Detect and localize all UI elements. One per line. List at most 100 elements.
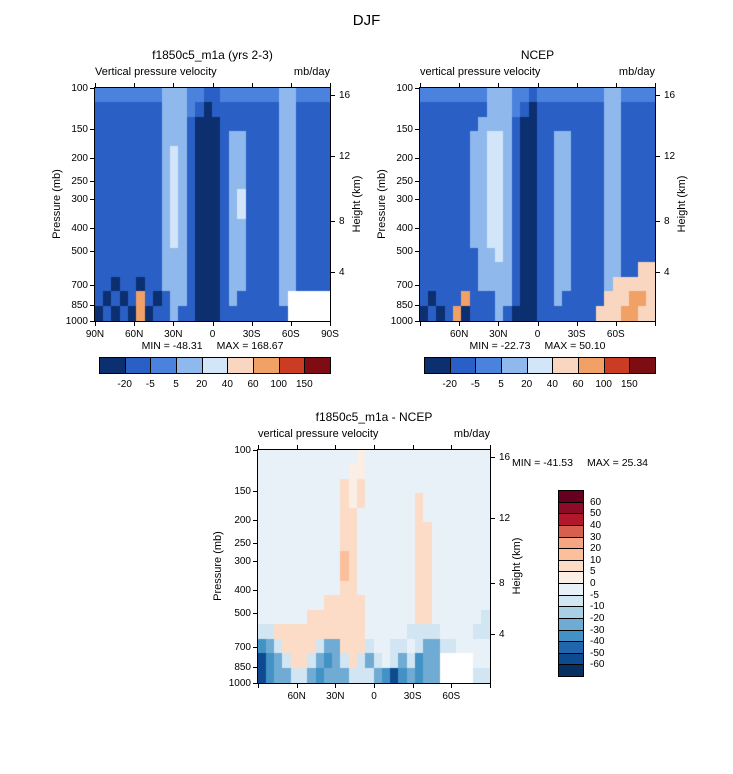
colorbar-box: [176, 357, 203, 374]
pressure-tick-label: 300: [234, 556, 251, 568]
x-tick-label: 60N: [287, 691, 306, 702]
x-tick-mark: [374, 683, 375, 688]
colorbar-label: 150: [295, 379, 313, 390]
x-tick-mark: [655, 83, 656, 88]
pressure-tick-mark: [90, 199, 95, 201]
x-tick-mark: [459, 83, 461, 88]
pressure-tick-label: 700: [71, 279, 88, 291]
pressure-tick-label: 850: [234, 661, 251, 673]
colorbar-box: [150, 357, 177, 374]
x-tick-mark: [258, 445, 259, 450]
field-label-ncep: vertical pressure velocity: [420, 66, 541, 78]
x-tick-mark: [615, 321, 617, 326]
height-tick-mark: [655, 272, 660, 274]
pressure-tick-mark: [253, 590, 258, 592]
colorbar-box: [604, 357, 630, 374]
colorbar-label: 30: [590, 531, 602, 543]
y-axis-title-height-difference: Height (km): [511, 537, 523, 595]
pressure-tick-mark: [90, 158, 95, 160]
pressure-tick-label: 200: [71, 153, 88, 165]
colorbar-box: [578, 357, 605, 374]
x-tick-mark: [134, 321, 136, 326]
x-tick-label: 60S: [281, 329, 300, 340]
colorbar-label: -5: [145, 379, 155, 390]
colorbar-box: [202, 357, 228, 374]
pressure-tick-label: 500: [71, 245, 88, 257]
y-axis-title-height-ncep: Height (km): [676, 175, 688, 233]
pressure-tick-mark: [415, 304, 420, 306]
colorbar-label: 100: [595, 379, 612, 390]
panel-subheader-difference: vertical pressure velocity mb/day: [258, 428, 490, 440]
panel-title-difference: f1850c5_m1a - NCEP: [315, 410, 433, 424]
colorbar-label: 100: [270, 379, 287, 390]
pressure-tick-label: 150: [396, 124, 413, 136]
colorbar-box: [450, 357, 476, 374]
pressure-tick-label: 200: [234, 515, 251, 527]
pressure-tick-label: 1000: [390, 316, 413, 327]
pressure-tick-label: 100: [71, 83, 88, 94]
pressure-tick-mark: [253, 646, 258, 648]
field-label-difference: vertical pressure velocity: [258, 428, 379, 440]
height-tick-label: 12: [664, 150, 676, 162]
pressure-tick-label: 500: [234, 607, 251, 619]
x-tick-mark: [290, 321, 292, 326]
x-tick-mark: [290, 83, 292, 88]
x-tick-label: 60N: [449, 329, 469, 340]
colorbar-box: [527, 357, 553, 374]
colorbar-label: -30: [590, 624, 605, 636]
height-tick-label: 16: [339, 89, 351, 101]
pressure-tick-label: 400: [396, 223, 413, 235]
colorbar-label: 0: [590, 578, 596, 589]
x-tick-mark: [451, 445, 453, 450]
pressure-tick-mark: [415, 199, 420, 201]
height-tick-label: 8: [499, 577, 505, 589]
height-tick-mark: [330, 220, 335, 222]
x-tick-mark: [490, 445, 491, 450]
pressure-tick-label: 100: [234, 445, 251, 456]
pressure-tick-label: 400: [71, 223, 88, 235]
pressure-tick-mark: [90, 250, 95, 252]
pressure-tick-mark: [90, 284, 95, 286]
x-tick-mark: [134, 83, 136, 88]
plot-frame-ncep: [419, 87, 656, 322]
height-tick-label: 16: [499, 451, 511, 463]
colorbar-label: 60: [590, 496, 602, 508]
colorbar-label: -20: [442, 379, 457, 390]
pressure-tick-label: 250: [71, 175, 88, 187]
plot-frame-difference: [257, 449, 491, 684]
colorbar-label: -50: [590, 647, 605, 659]
pressure-tick-label: 100: [396, 83, 413, 94]
x-tick-mark: [95, 83, 96, 88]
pressure-tick-mark: [415, 228, 420, 230]
pressure-tick-label: 250: [396, 175, 413, 187]
colorbar-label: -60: [590, 659, 605, 671]
pressure-tick-mark: [253, 520, 258, 522]
minmax-model: MIN = -48.31 MAX = 168.67: [95, 340, 330, 352]
pressure-tick-mark: [415, 321, 420, 322]
x-tick-label: 30S: [403, 691, 422, 702]
colorbar-label: -40: [590, 636, 605, 648]
pressure-tick-mark: [253, 491, 258, 493]
colorbar-label: -20: [590, 612, 605, 624]
x-tick-mark: [296, 445, 298, 450]
pressure-tick-label: 850: [71, 299, 88, 311]
height-tick-mark: [655, 155, 660, 157]
colorbar-label: 60: [247, 379, 259, 390]
pressure-tick-mark: [90, 321, 95, 322]
units-label-ncep: mb/day: [618, 66, 655, 78]
x-tick-mark: [374, 445, 375, 450]
contour-field-model: [95, 88, 330, 321]
height-tick-mark: [655, 220, 660, 222]
height-tick-label: 8: [339, 215, 345, 227]
colorbar-label: 40: [546, 379, 558, 390]
pressure-tick-label: 700: [234, 641, 251, 653]
colorbar-label: 20: [590, 543, 602, 555]
x-tick-mark: [335, 445, 337, 450]
x-tick-mark: [330, 83, 331, 88]
x-tick-mark: [459, 321, 461, 326]
height-tick-label: 12: [339, 150, 351, 162]
colorbar-label: 5: [590, 566, 596, 578]
pressure-tick-label: 200: [396, 153, 413, 165]
pressure-tick-mark: [253, 450, 258, 451]
